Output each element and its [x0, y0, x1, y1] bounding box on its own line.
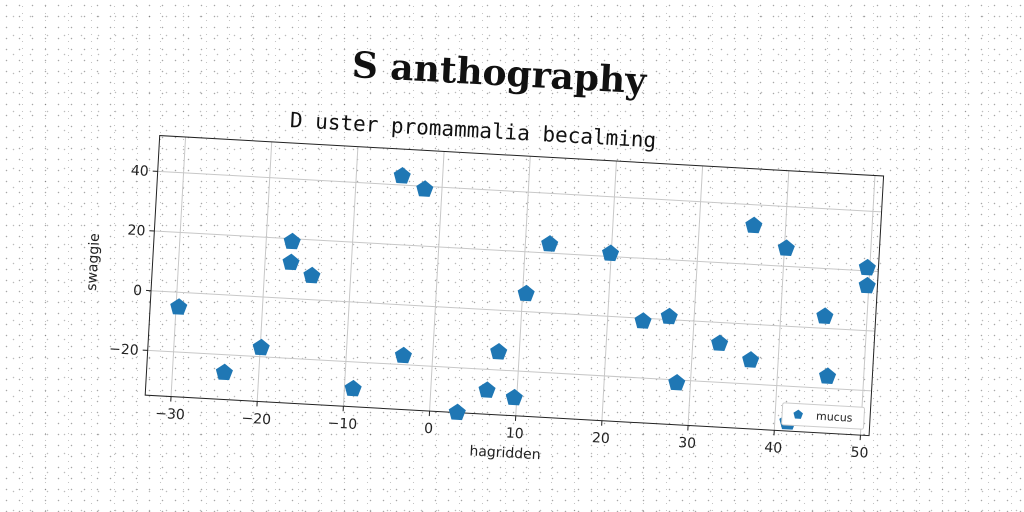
data-point — [777, 239, 795, 256]
x-gridline — [342, 146, 359, 407]
x-tick-label: −20 — [241, 411, 271, 429]
data-points — [170, 167, 876, 430]
x-gridline — [170, 136, 187, 397]
data-point — [742, 351, 760, 368]
axes-frame — [144, 135, 885, 437]
legend-marker — [793, 409, 803, 419]
x-gridline — [601, 161, 617, 421]
legend-label: mucus — [816, 410, 853, 425]
y-gridline — [154, 230, 879, 273]
grid — [147, 136, 882, 436]
y-gridline — [151, 290, 875, 332]
x-gridline — [429, 151, 445, 412]
data-point — [660, 307, 678, 325]
x-tick-label: 10 — [505, 425, 524, 442]
y-tick-label: 40 — [130, 163, 149, 180]
data-point — [745, 216, 763, 234]
data-point — [858, 258, 876, 276]
data-point — [344, 379, 362, 397]
x-tick-label: 20 — [592, 430, 611, 447]
x-gridline — [687, 165, 704, 426]
x-tick-label: 40 — [764, 440, 783, 457]
data-point — [303, 266, 321, 284]
data-point — [816, 307, 834, 324]
data-point — [505, 388, 523, 406]
data-point — [215, 363, 233, 381]
data-point — [416, 180, 434, 197]
plot-area: −30 −20 −10 0 10 20 30 40 50 −20 0 20 40 hagridden s… — [84, 130, 889, 471]
y-axis-label: swaggie — [84, 233, 103, 291]
data-point — [541, 235, 559, 252]
data-point — [393, 167, 411, 184]
data-point — [490, 343, 508, 360]
x-tick-label: 30 — [678, 435, 697, 452]
ticks: −30 −20 −10 0 10 20 30 40 50 −20 0 20 40 — [109, 163, 869, 462]
data-point — [858, 276, 876, 294]
y-gridline — [147, 349, 872, 392]
data-point — [282, 253, 300, 271]
data-point — [668, 373, 686, 391]
chart-title: S anthography — [350, 44, 648, 103]
data-point — [602, 244, 620, 262]
y-gridline — [157, 170, 882, 213]
data-point — [448, 403, 466, 421]
data-point — [711, 334, 729, 352]
legend-box — [781, 402, 866, 430]
scatter-plot: −30 −20 −10 0 10 20 30 40 50 −20 0 20 40 hagridden s… — [84, 135, 885, 463]
y-tick-label: −20 — [109, 341, 139, 359]
data-point — [252, 338, 270, 356]
data-point — [634, 312, 652, 329]
x-tick-label: 0 — [424, 421, 434, 437]
legend: mucus — [781, 402, 866, 430]
x-tick-label: −10 — [327, 415, 357, 433]
x-gridline — [773, 170, 790, 431]
y-tick-label: 0 — [133, 283, 143, 299]
x-gridline — [859, 175, 876, 436]
data-point — [517, 284, 535, 302]
x-tick-label: −30 — [155, 406, 185, 424]
x-gridline — [256, 141, 273, 402]
data-point — [394, 346, 412, 364]
x-tick-label: 50 — [850, 445, 869, 462]
x-gridline — [515, 156, 531, 416]
y-tick-label: 20 — [127, 223, 146, 240]
x-axis-label: hagridden — [469, 443, 541, 463]
data-point — [478, 381, 496, 398]
data-point — [819, 367, 837, 384]
data-point — [170, 298, 188, 315]
data-point — [283, 232, 301, 250]
